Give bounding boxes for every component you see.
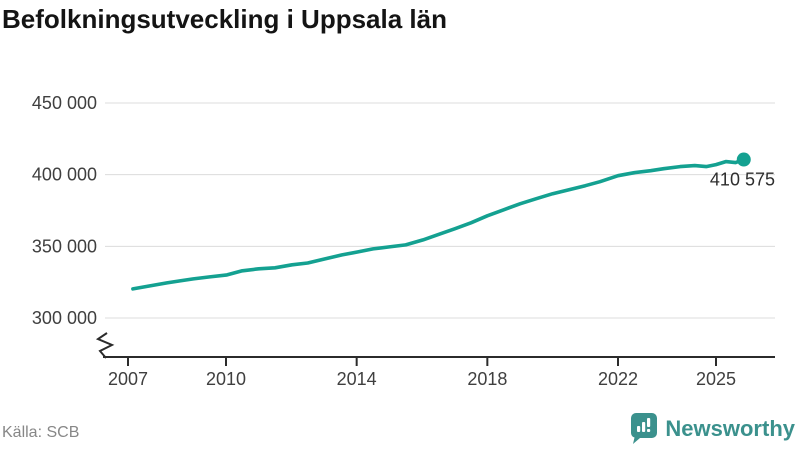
x-axis-tick-label: 2007	[108, 369, 148, 389]
source-label: Källa: SCB	[2, 424, 80, 441]
bar-chart-speech-bubble-icon	[631, 413, 658, 444]
y-axis-tick-label: 450 000	[32, 93, 97, 113]
chart-title: Befolkningsutveckling i Uppsala län	[2, 4, 447, 34]
x-axis-tick-label: 2018	[467, 369, 507, 389]
series-end-dot	[736, 152, 751, 167]
x-axis-tick-label: 2010	[206, 369, 246, 389]
newsworthy-wordmark: Newsworthy	[665, 415, 795, 441]
x-axis-tick-label: 2025	[696, 369, 736, 389]
y-axis-tick-label: 300 000	[32, 308, 97, 328]
population-series-line	[131, 157, 746, 291]
x-axis-tick-label: 2022	[598, 369, 638, 389]
newsworthy-logo[interactable]: Newsworthy	[630, 412, 795, 445]
series-end-value-label: 410 575	[710, 170, 775, 190]
axis-break-icon	[95, 332, 115, 359]
y-axis-tick-label: 350 000	[32, 236, 97, 256]
y-axis-tick-label: 400 000	[32, 165, 97, 185]
x-axis-tick-label: 2014	[337, 369, 377, 389]
